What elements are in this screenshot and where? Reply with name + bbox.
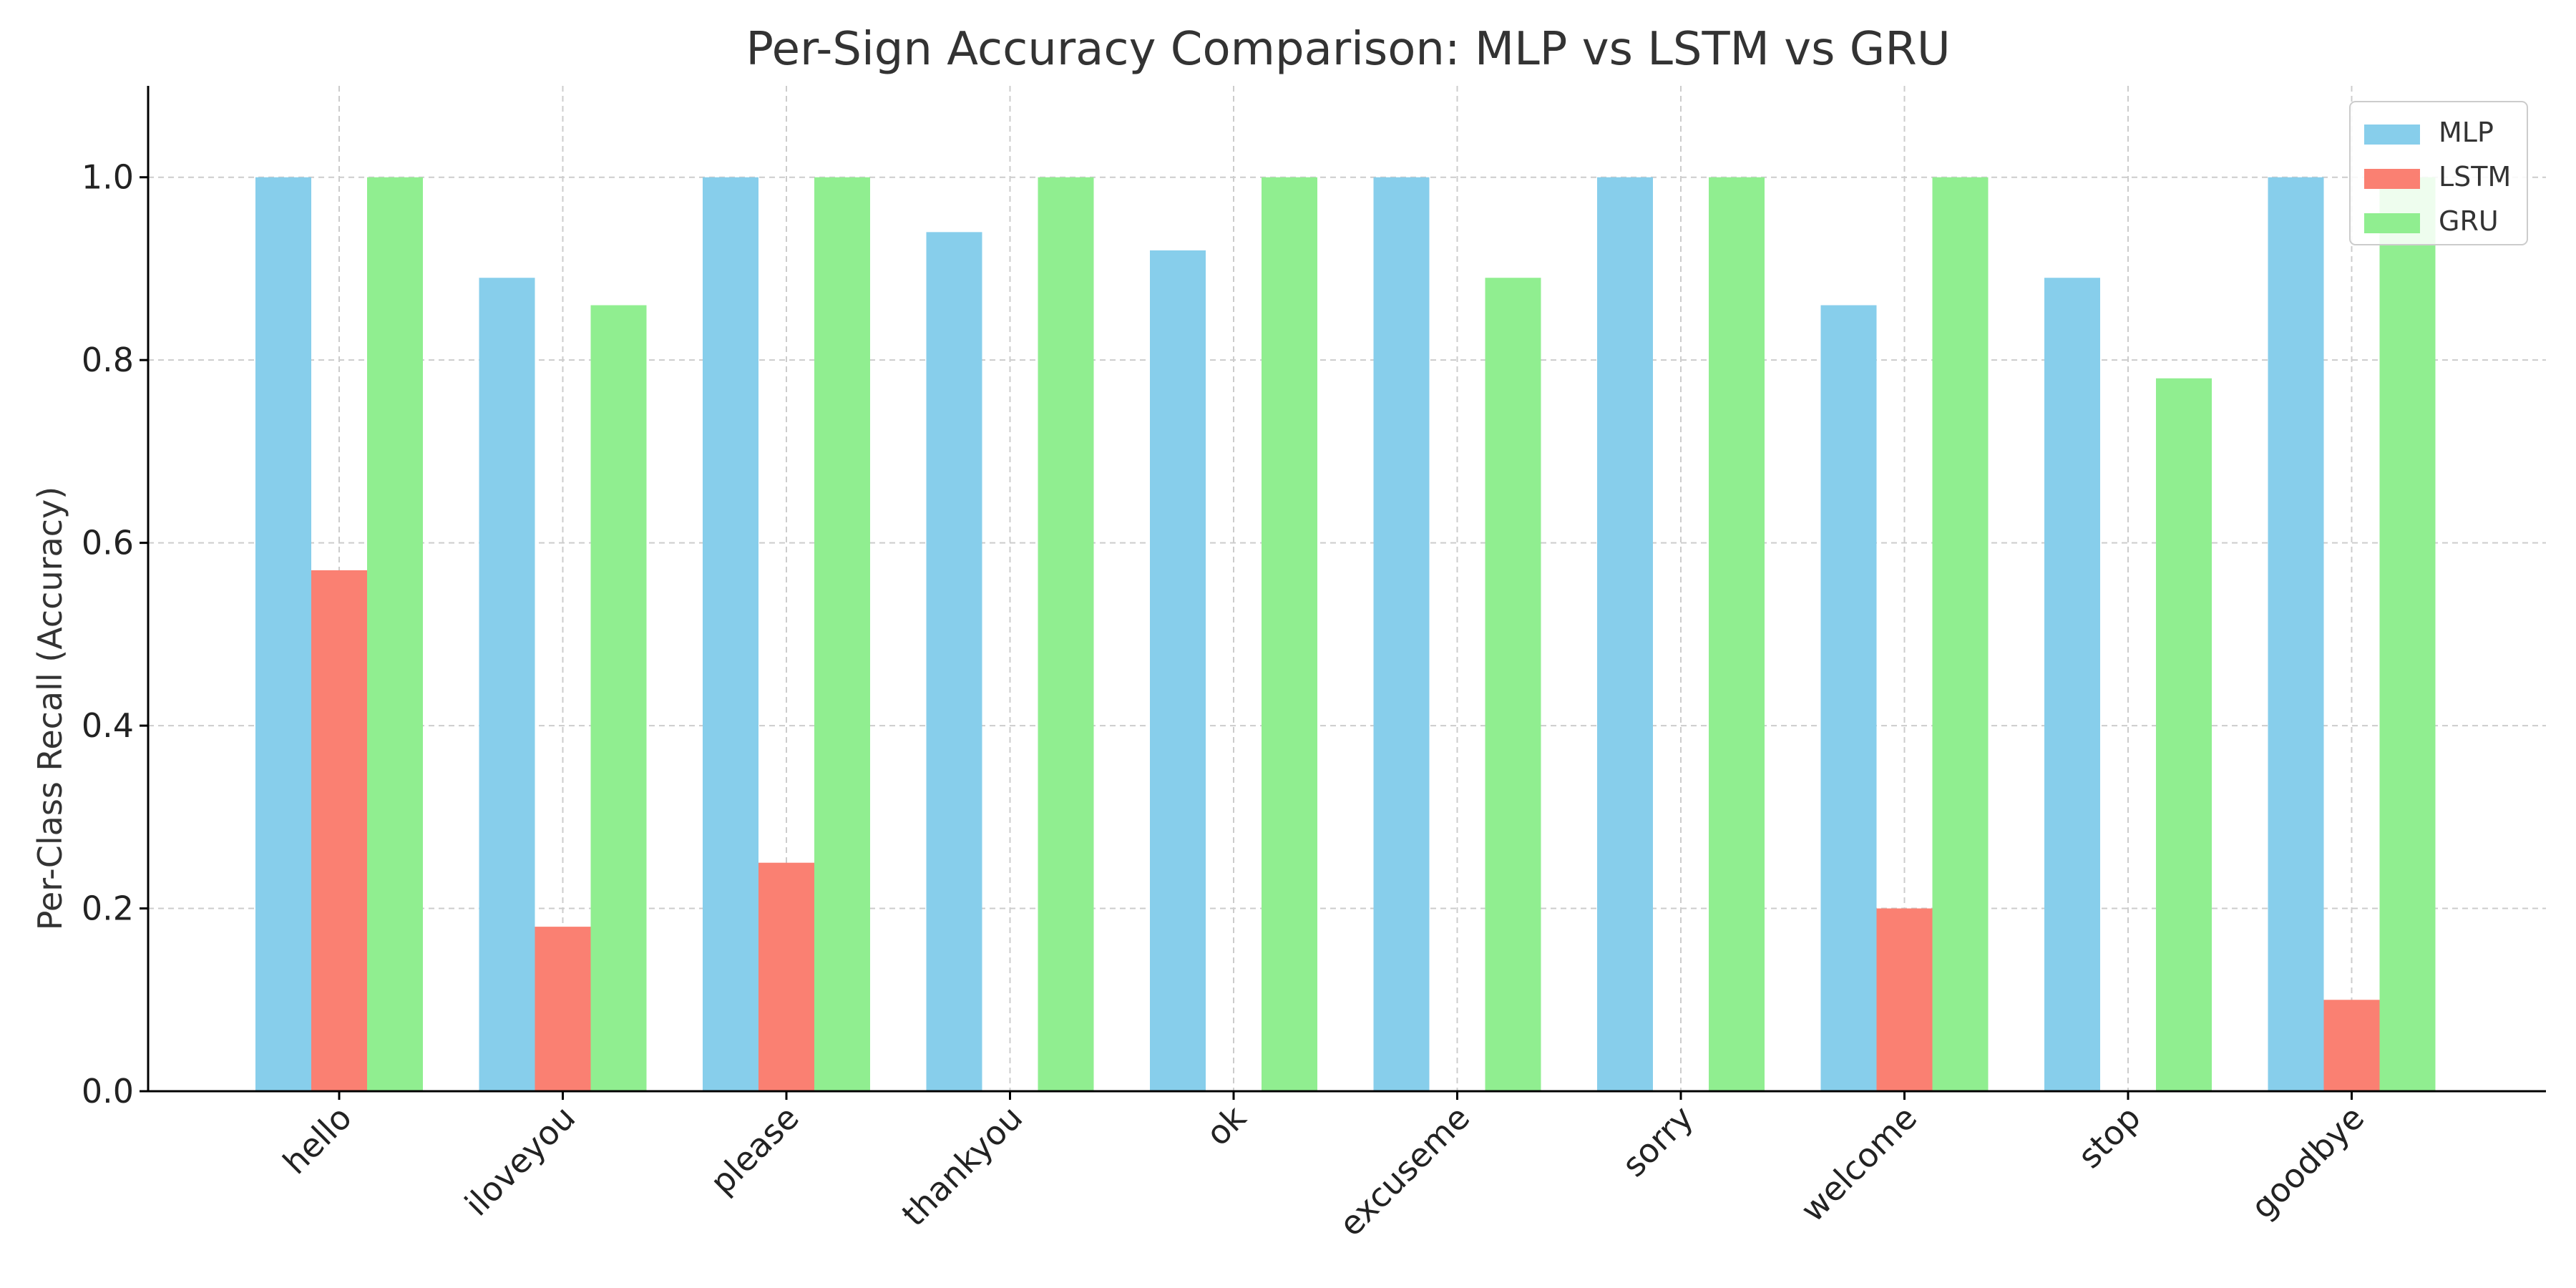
chart-title: Per-Sign Accuracy Comparison: MLP vs LST… <box>746 23 1950 76</box>
bar-gru-stop <box>2156 378 2212 1091</box>
bars <box>255 177 2436 1092</box>
legend: MLP LSTM GRU <box>2349 101 2528 245</box>
x-tick-label-welcome: welcome <box>1793 1098 1924 1229</box>
x-tick-label-goodbye: goodbye <box>2243 1098 2371 1226</box>
bar-gru-excuseme <box>1485 278 1541 1091</box>
bar-mlp-hello <box>255 177 311 1091</box>
y-tick-label: 0.2 <box>82 889 134 928</box>
y-tick-label: 1.0 <box>82 158 134 197</box>
bar-gru-hello <box>367 177 423 1091</box>
bar-mlp-goodbye <box>2268 177 2324 1091</box>
bar-mlp-excuseme <box>1373 177 1430 1091</box>
bar-lstm-iloveyou <box>535 927 591 1091</box>
bar-gru-welcome <box>1932 177 1989 1091</box>
y-tick-label: 0.6 <box>82 524 134 562</box>
legend-swatch-gru <box>2364 213 2420 233</box>
y-tick-labels: 0.0 0.2 0.4 0.6 0.8 1.0 <box>82 158 148 1111</box>
x-tick-label-please: please <box>703 1098 806 1202</box>
legend-label-mlp: MLP <box>2439 117 2494 148</box>
x-tick-label-iloveyou: iloveyou <box>457 1098 582 1224</box>
bar-gru-please <box>814 177 870 1091</box>
bar-mlp-please <box>703 177 758 1091</box>
legend-swatch-mlp <box>2364 125 2420 145</box>
x-tick-label-stop: stop <box>2070 1098 2147 1176</box>
bar-gru-iloveyou <box>590 305 647 1092</box>
bar-lstm-please <box>758 862 814 1091</box>
bar-gru-thankyou <box>1038 177 1094 1091</box>
y-tick-label: 0.0 <box>82 1072 134 1111</box>
bar-mlp-ok <box>1150 250 1206 1092</box>
x-tick-labels: hello iloveyou please thankyou ok excuseme sor… <box>275 1091 2371 1244</box>
y-tick-label: 0.8 <box>82 341 134 379</box>
bar-gru-goodbye <box>2379 177 2436 1091</box>
axes <box>147 86 2546 1093</box>
bar-lstm-hello <box>311 570 367 1091</box>
x-tick-label-sorry: sorry <box>1614 1098 1700 1184</box>
bar-mlp-iloveyou <box>479 278 535 1091</box>
x-tick-label-thankyou: thankyou <box>894 1098 1030 1234</box>
bar-mlp-stop <box>2044 278 2100 1091</box>
bar-lstm-welcome <box>1876 908 1933 1091</box>
legend-label-lstm: LSTM <box>2439 161 2511 192</box>
bar-mlp-thankyou <box>926 232 982 1091</box>
bar-mlp-welcome <box>1820 305 1877 1092</box>
y-axis-label: Per-Class Recall (Accuracy) <box>31 487 69 930</box>
x-tick-label-ok: ok <box>1199 1098 1254 1153</box>
bar-mlp-sorry <box>1597 177 1653 1091</box>
x-tick-label-excuseme: excuseme <box>1332 1098 1477 1244</box>
legend-swatch-lstm <box>2364 169 2420 189</box>
legend-label-gru: GRU <box>2439 205 2499 237</box>
x-tick-label-hello: hello <box>275 1098 359 1182</box>
bar-lstm-goodbye <box>2323 1000 2380 1091</box>
bar-gru-sorry <box>1709 177 1765 1091</box>
y-tick-label: 0.4 <box>82 706 134 745</box>
bar-gru-ok <box>1262 177 1317 1091</box>
